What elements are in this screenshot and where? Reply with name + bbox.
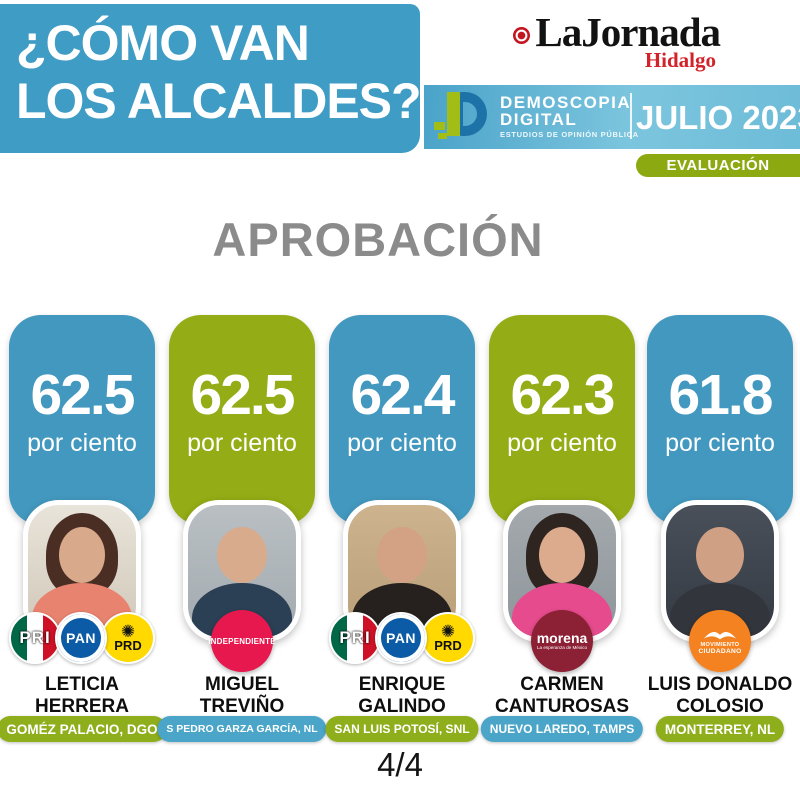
- mayor-name-line1: ENRIQUE: [358, 674, 446, 695]
- agency-tagline: ESTUDIOS DE OPINIÓN PÚBLICA: [500, 130, 639, 139]
- pri-logo-icon: PRI: [329, 612, 381, 664]
- mayor-name-line2: HERRERA: [35, 696, 129, 717]
- mc-label-line1: MOVIMIENTO: [700, 642, 740, 648]
- approval-card: 62.3 por ciento: [489, 315, 635, 525]
- evaluation-tag: EVALUACIÓN: [636, 154, 800, 177]
- mayor-photo: [661, 500, 779, 642]
- title-line1: ¿CÓMO VAN: [16, 15, 310, 71]
- brand-wordmark: LaJornada: [535, 9, 721, 55]
- pan-logo-icon: PAN: [375, 612, 427, 664]
- band-divider: [630, 93, 632, 139]
- main-title: ¿CÓMO VAN LOS ALCALDES?: [0, 4, 422, 153]
- pri-logo-icon: PRI: [9, 612, 61, 664]
- pan-label: PAN: [385, 630, 417, 646]
- pri-label: PRI: [339, 628, 371, 647]
- mayor-name: ENRIQUE GALINDO: [322, 674, 482, 718]
- mayor-column: 61.8 por ciento MOVIMIENTO CIUDADANO LUI…: [647, 0, 793, 800]
- city-badge: SAN LUIS POTOSÍ, SNL: [325, 716, 479, 742]
- mayor-name-line2: GALINDO: [358, 696, 446, 717]
- approval-value: 62.5: [30, 363, 136, 427]
- independiente-label: INDEPENDIENTE: [208, 636, 276, 646]
- mayor-name-line1: MIGUEL: [205, 674, 279, 695]
- mayor-name-line2: CANTUROSAS: [494, 696, 630, 717]
- mayor-column: 62.4 por ciento PRI PAN ✺ PRD ENRIQUE GAL…: [325, 0, 479, 800]
- city-badge: S PEDRO GARZA GARCÍA, NL: [157, 716, 327, 742]
- jornada-dot-icon: [513, 26, 531, 44]
- morena-logo-icon: morena La esperanza de México: [531, 610, 593, 672]
- mayor-name-line1: LUIS DONALDO: [647, 674, 793, 695]
- approval-card: 62.5 por ciento: [169, 315, 315, 525]
- prd-sun-icon: ✺: [120, 622, 136, 641]
- approval-card: 62.5 por ciento: [9, 315, 155, 525]
- party-logos: PRI PAN ✺ PRD: [329, 612, 475, 664]
- city-badge: MONTERREY, NL: [655, 716, 785, 742]
- approval-value: 62.4: [350, 363, 456, 427]
- approval-value: 62.5: [190, 363, 296, 427]
- agency-band: DEMOSCOPIA DIGITAL ESTUDIOS DE OPINIÓN P…: [424, 85, 800, 149]
- mayor-column: 62.3 por ciento morena La esperanza de M…: [480, 0, 644, 800]
- prd-logo-icon: ✺ PRD: [421, 612, 475, 664]
- approval-value: 62.3: [510, 363, 616, 427]
- party-logos: PRI PAN ✺ PRD: [9, 612, 155, 664]
- approval-unit: por ciento: [507, 429, 617, 457]
- demoscopia-digital-logo-icon: [434, 92, 490, 142]
- title-line2: LOS ALCALDES?: [16, 73, 422, 129]
- agency-name: DEMOSCOPIA DIGITAL ESTUDIOS DE OPINIÓN P…: [500, 94, 639, 139]
- mc-eagle-icon: [704, 632, 736, 640]
- mayor-name-line1: CARMEN: [520, 674, 604, 695]
- mayor-column: 62.5 por ciento PRI PAN ✺ PRD LETICIA HER…: [0, 0, 167, 800]
- prd-logo-icon: ✺ PRD: [101, 612, 155, 664]
- mayor-name: LUIS DONALDO COLOSIO: [640, 674, 800, 718]
- section-title: APROBACIÓN: [212, 213, 544, 266]
- mayor-column: 62.5 por ciento INDEPENDIENTE MIGUEL TRE…: [157, 0, 327, 800]
- approval-unit: por ciento: [27, 429, 137, 457]
- morena-tagline: La esperanza de México: [536, 645, 588, 650]
- mc-label-line2: CIUDADANO: [698, 648, 742, 655]
- mayor-name-line2: TREVIÑO: [199, 696, 285, 717]
- prd-sun-icon: ✺: [440, 622, 456, 641]
- mayor-name-line2: COLOSIO: [676, 696, 764, 717]
- city-badge: GOMÉZ PALACIO, DGO: [0, 716, 167, 742]
- pan-logo-icon: PAN: [55, 612, 107, 664]
- prd-label: PRD: [114, 638, 142, 653]
- approval-unit: por ciento: [347, 429, 457, 457]
- page-indicator: 4/4: [377, 746, 423, 783]
- mayor-name: LETICIA HERRERA: [2, 674, 162, 718]
- la-jornada-logo: LaJornada Hidalgo: [430, 9, 721, 80]
- movimiento-ciudadano-logo-icon: MOVIMIENTO CIUDADANO: [689, 610, 751, 672]
- city-badge: NUEVO LAREDO, TAMPS: [480, 716, 644, 742]
- approval-unit: por ciento: [187, 429, 297, 457]
- approval-card: 62.4 por ciento: [329, 315, 475, 525]
- prd-label: PRD: [434, 638, 462, 653]
- independiente-logo-icon: INDEPENDIENTE: [208, 610, 276, 672]
- mayor-name-line1: LETICIA: [45, 674, 119, 695]
- approval-card: 61.8 por ciento: [647, 315, 793, 525]
- mayor-name: MIGUEL TREVIÑO: [162, 674, 322, 718]
- pri-label: PRI: [19, 628, 51, 647]
- morena-label: morena: [536, 630, 588, 646]
- period-label: JULIO 2023: [636, 99, 800, 136]
- brand-region: Hidalgo: [644, 48, 716, 72]
- agency-name-line2: DIGITAL: [500, 110, 578, 129]
- agency-name-line1: DEMOSCOPIA: [500, 93, 632, 112]
- mayor-name: CARMEN CANTUROSAS: [482, 674, 642, 718]
- pan-label: PAN: [65, 630, 97, 646]
- approval-unit: por ciento: [665, 429, 775, 457]
- approval-value: 61.8: [668, 363, 774, 427]
